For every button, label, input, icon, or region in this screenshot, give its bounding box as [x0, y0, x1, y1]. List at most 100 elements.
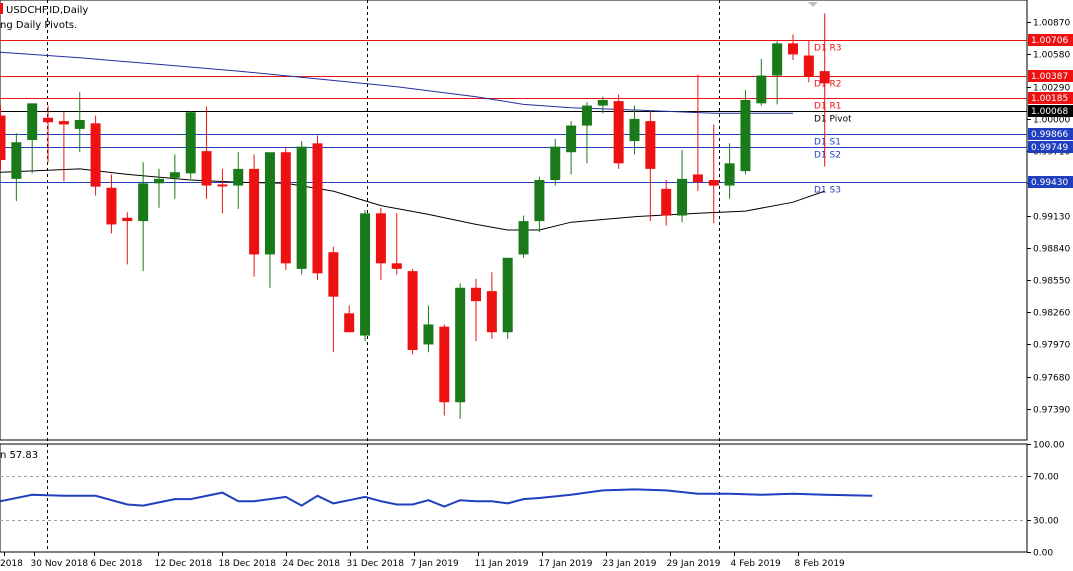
price-tick-label: 0.97970	[1033, 341, 1070, 351]
candle-body	[423, 324, 434, 345]
candle-body	[43, 117, 54, 123]
candle-body	[169, 172, 180, 178]
pivot-level-name: D1 S1	[814, 138, 841, 148]
price-tick-label: 1.00000	[1033, 116, 1070, 126]
candle-body	[581, 105, 592, 126]
candle	[740, 90, 751, 175]
pivot-price-label: 0.99430	[1031, 178, 1068, 188]
candle-body	[772, 43, 783, 76]
candle-body	[11, 142, 22, 179]
candle-body	[154, 178, 164, 184]
candle-body	[106, 187, 117, 225]
candle-body	[217, 184, 228, 187]
candle	[502, 257, 513, 339]
pivot-price-label: 1.00068	[1031, 107, 1068, 117]
candle	[518, 215, 529, 258]
candle-body	[27, 103, 38, 140]
price-tick-label: 1.00870	[1033, 19, 1070, 29]
candle	[772, 41, 783, 105]
candle	[819, 13, 830, 167]
candle-body	[819, 71, 830, 84]
candle	[391, 213, 402, 275]
time-tick-label: 8 Feb 2019	[795, 559, 846, 569]
candles	[0, 13, 830, 419]
candle	[423, 305, 434, 353]
candle	[122, 212, 133, 265]
candle-body	[708, 180, 719, 186]
candle	[312, 135, 323, 280]
indicator-title: ng Daily Pivots.	[0, 20, 77, 31]
candle	[106, 174, 117, 234]
candle	[296, 141, 307, 275]
candle	[677, 150, 688, 223]
candle	[264, 152, 275, 288]
pivot-price-tag	[1028, 105, 1073, 117]
candle-body	[486, 291, 497, 333]
candle	[375, 207, 386, 280]
main-chart-frame	[0, 0, 1028, 441]
candle-body	[692, 174, 703, 183]
candle	[645, 111, 656, 222]
oscillator-tick-label: 30.00	[1033, 517, 1059, 527]
candle-body	[471, 287, 481, 302]
candle	[58, 112, 69, 182]
candle	[344, 305, 355, 333]
pivot-level-name: D1 R1	[814, 102, 842, 112]
candle-body	[138, 183, 149, 222]
candle-body	[455, 287, 466, 403]
time-tick-label: 23 Jan 2019	[603, 559, 657, 569]
candle-body	[788, 43, 798, 55]
candle	[217, 168, 228, 214]
candle-body	[629, 118, 640, 142]
time-tick-label: 31 Dec 2018	[347, 559, 405, 569]
price-tick-label: 0.97680	[1033, 374, 1070, 384]
candle	[360, 210, 371, 342]
candle	[661, 180, 672, 226]
candle	[90, 115, 101, 196]
candle-body	[597, 100, 608, 106]
period-separators	[47, 0, 720, 552]
candle	[756, 58, 767, 106]
time-tick-label: 24 Dec 2018	[283, 559, 341, 569]
chart-shift-marker-icon[interactable]	[808, 2, 818, 7]
pivot-level-name: D1 R2	[814, 80, 842, 90]
fast-moving-average-line	[0, 168, 825, 231]
candle-body	[122, 217, 133, 222]
pivot-level-name: D1 R3	[814, 44, 842, 54]
price-tick-label: 0.99130	[1033, 213, 1070, 223]
oscillator-line	[0, 488, 873, 508]
candle-body	[803, 55, 814, 77]
price-tick-label: 0.97390	[1033, 406, 1070, 416]
candle-body	[518, 221, 529, 255]
price-tick-label: 1.00580	[1033, 51, 1070, 61]
candle	[328, 246, 339, 353]
candle-body	[375, 213, 386, 264]
price-tick-label: 0.98550	[1033, 277, 1070, 287]
time-tick-label: 6 Dec 2018	[91, 559, 143, 569]
candle-body	[328, 252, 339, 297]
pivot-price-tag	[1028, 34, 1073, 46]
candle-body	[280, 152, 291, 264]
candle-body	[185, 112, 196, 174]
candle-body	[566, 125, 577, 153]
time-tick-label: 11 Jan 2019	[475, 559, 529, 569]
candle	[708, 124, 719, 224]
oscillator-panel	[0, 476, 1027, 521]
time-tick-label: 12 Dec 2018	[155, 559, 213, 569]
candle	[407, 268, 418, 355]
candle-body	[0, 115, 6, 160]
pivot-price-tag	[1028, 70, 1073, 82]
candle-body	[360, 213, 371, 336]
candle	[154, 168, 164, 208]
candle	[249, 154, 260, 277]
candle	[471, 278, 481, 342]
pivot-level-name: D1 S3	[814, 186, 841, 196]
candle-body	[677, 178, 688, 216]
oscillator-tick-label: 0.00	[1033, 549, 1053, 559]
pivot-price-label: 1.00185	[1031, 94, 1068, 104]
candle	[185, 111, 196, 179]
price-tick-label: 0.98260	[1033, 309, 1070, 319]
candle-body	[296, 146, 307, 269]
